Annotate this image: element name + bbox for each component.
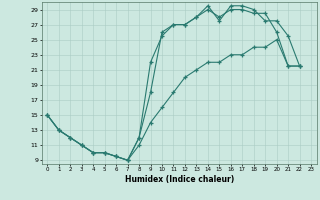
X-axis label: Humidex (Indice chaleur): Humidex (Indice chaleur) xyxy=(124,175,234,184)
